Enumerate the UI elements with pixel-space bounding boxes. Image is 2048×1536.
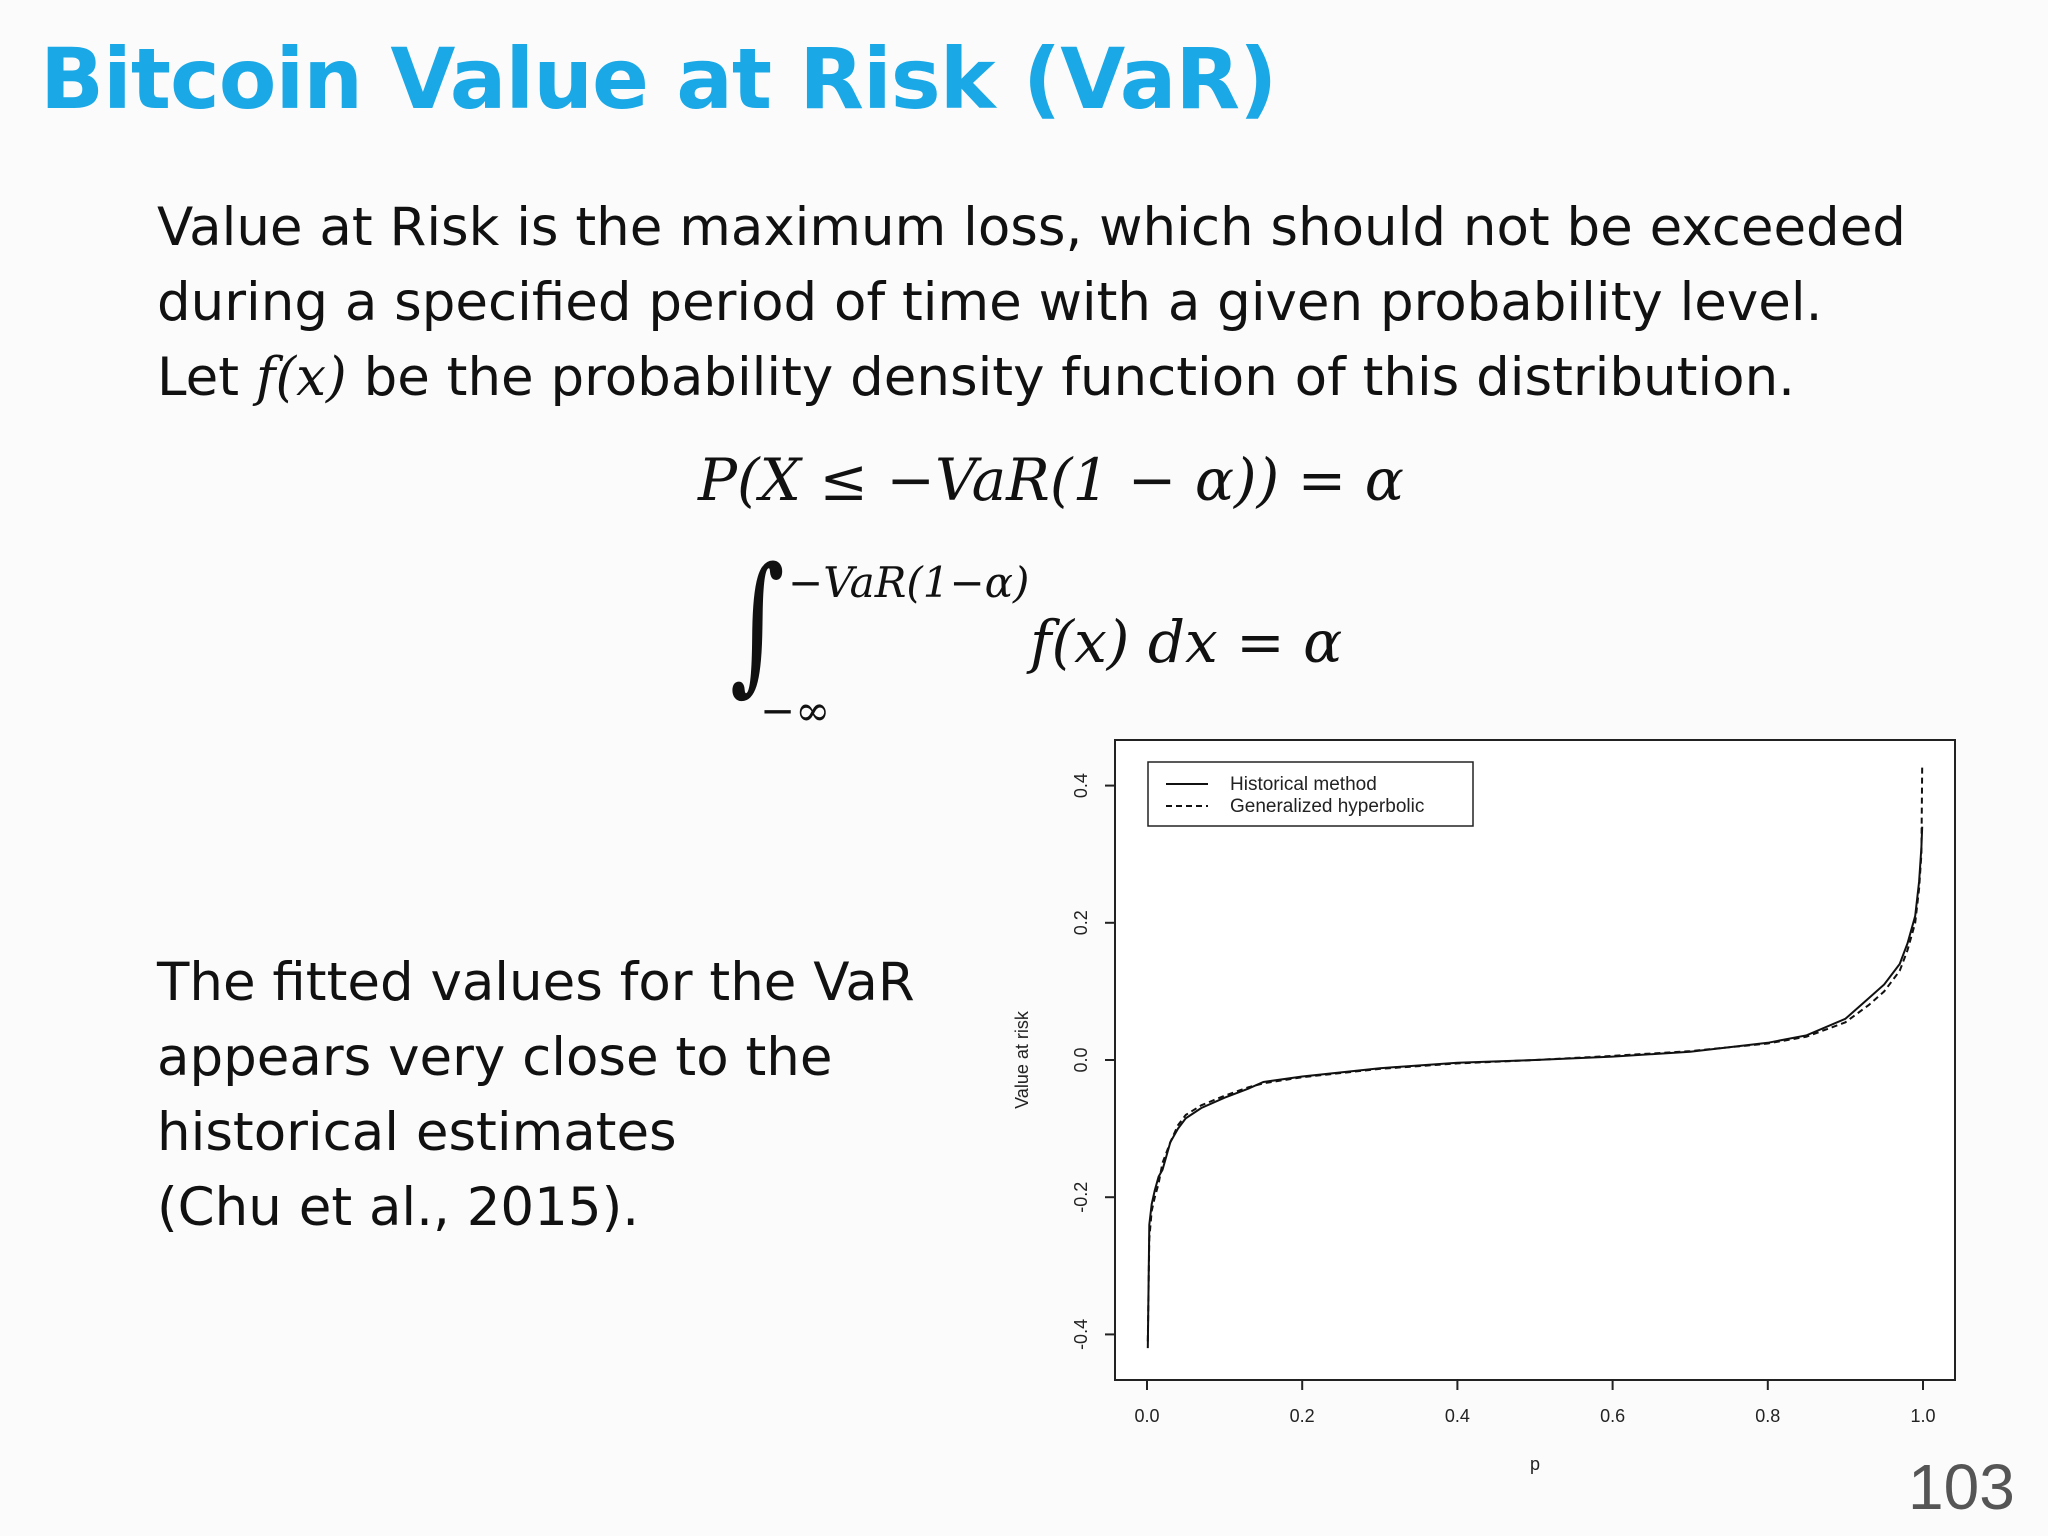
integrand: f(x) dx = α [1030,608,1343,676]
y-axis-label: Value at risk [1012,1010,1032,1109]
y-tick-label: 0.0 [1071,1047,1091,1072]
var-chart: 0.0 0.2 0.4 0.6 0.8 1.0 -0.4 -0.2 0.0 0.2 0.4 p Valu… [1012,739,1956,1474]
legend-label-1: Generalized hyperbolic [1230,796,1424,817]
x-tick-label: 1.0 [1910,1406,1935,1426]
integral-upper-limit: −VaR(1−α) [788,558,1030,607]
y-tick-label: 0.2 [1071,910,1091,935]
note-line-4: (Chu et al., 2015). [157,1177,640,1238]
intro-line-3-prefix: Let [157,347,256,408]
x-tick-label: 0.8 [1755,1406,1780,1426]
page-title: Bitcoin Value at Risk (VaR) [40,30,1277,128]
x-axis-label: p [1530,1454,1540,1474]
series-line-1 [1146,764,1924,1342]
y-tick-label: 0.4 [1071,773,1091,798]
intro-line-3: Let f(x) be the probability density func… [157,340,1906,415]
page-number: 103 [1908,1451,2015,1523]
note-line-2: appears very close to the [157,1027,833,1088]
integral-lower-limit: −∞ [760,686,831,735]
legend-label-0: Historical method [1230,774,1377,795]
y-tick-label: -0.4 [1071,1319,1091,1350]
legend-box [1147,761,1474,827]
intro-line-1: Value at Risk is the maximum loss, which… [157,197,1906,258]
intro-line-2: during a specified period of time with a… [157,272,1823,333]
x-tick-label: 0.6 [1600,1406,1625,1426]
x-tick-label: 0.4 [1445,1406,1470,1426]
x-tick-label: 0.0 [1134,1406,1159,1426]
note-line-1: The fitted values for the VaR [157,952,915,1013]
probability-equation: P(X ≤ −VaR(1 − α)) = α [698,446,1404,514]
fitted-values-note: The fitted values for the VaR appears ve… [157,945,915,1245]
y-tick-label: -0.2 [1071,1182,1091,1213]
pdf-symbol: f(x) [255,347,347,408]
integral-sign: ∫ [730,536,785,710]
intro-paragraph: Value at Risk is the maximum loss, which… [157,190,1906,415]
intro-line-3-suffix: be the probability density function of t… [346,347,1796,408]
x-tick-label: 0.2 [1290,1406,1315,1426]
note-line-3: historical estimates [157,1102,677,1163]
